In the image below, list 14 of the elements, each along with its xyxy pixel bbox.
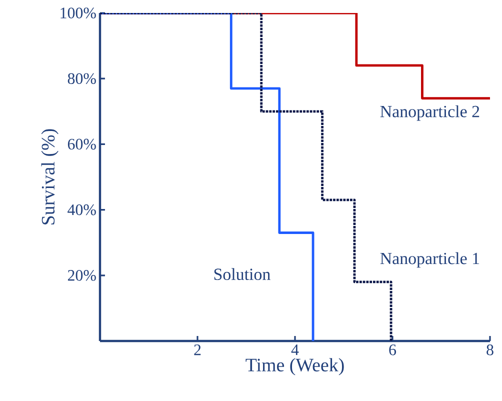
x-tick-label: 6 bbox=[389, 344, 396, 356]
x-axis-title: Time (Week) bbox=[246, 358, 344, 376]
y-tick-label: 20% bbox=[68, 270, 96, 281]
y-tick-label: 60% bbox=[68, 138, 96, 150]
x-tick-label: 8 bbox=[486, 344, 494, 356]
y-tick-label: 100% bbox=[60, 8, 96, 18]
y-axis-title: Survival (%) bbox=[41, 129, 58, 224]
text: Solution bbox=[214, 268, 270, 280]
x-tick-label: 4 bbox=[291, 344, 299, 356]
x-tick-label: 2 bbox=[194, 344, 201, 356]
y-tick-label: 40% bbox=[68, 204, 96, 216]
y-tick-label: 80% bbox=[68, 73, 96, 84]
series-label: Nanoparticle 1 bbox=[380, 252, 480, 268]
series-label: Nanoparticle 2 bbox=[380, 105, 480, 121]
